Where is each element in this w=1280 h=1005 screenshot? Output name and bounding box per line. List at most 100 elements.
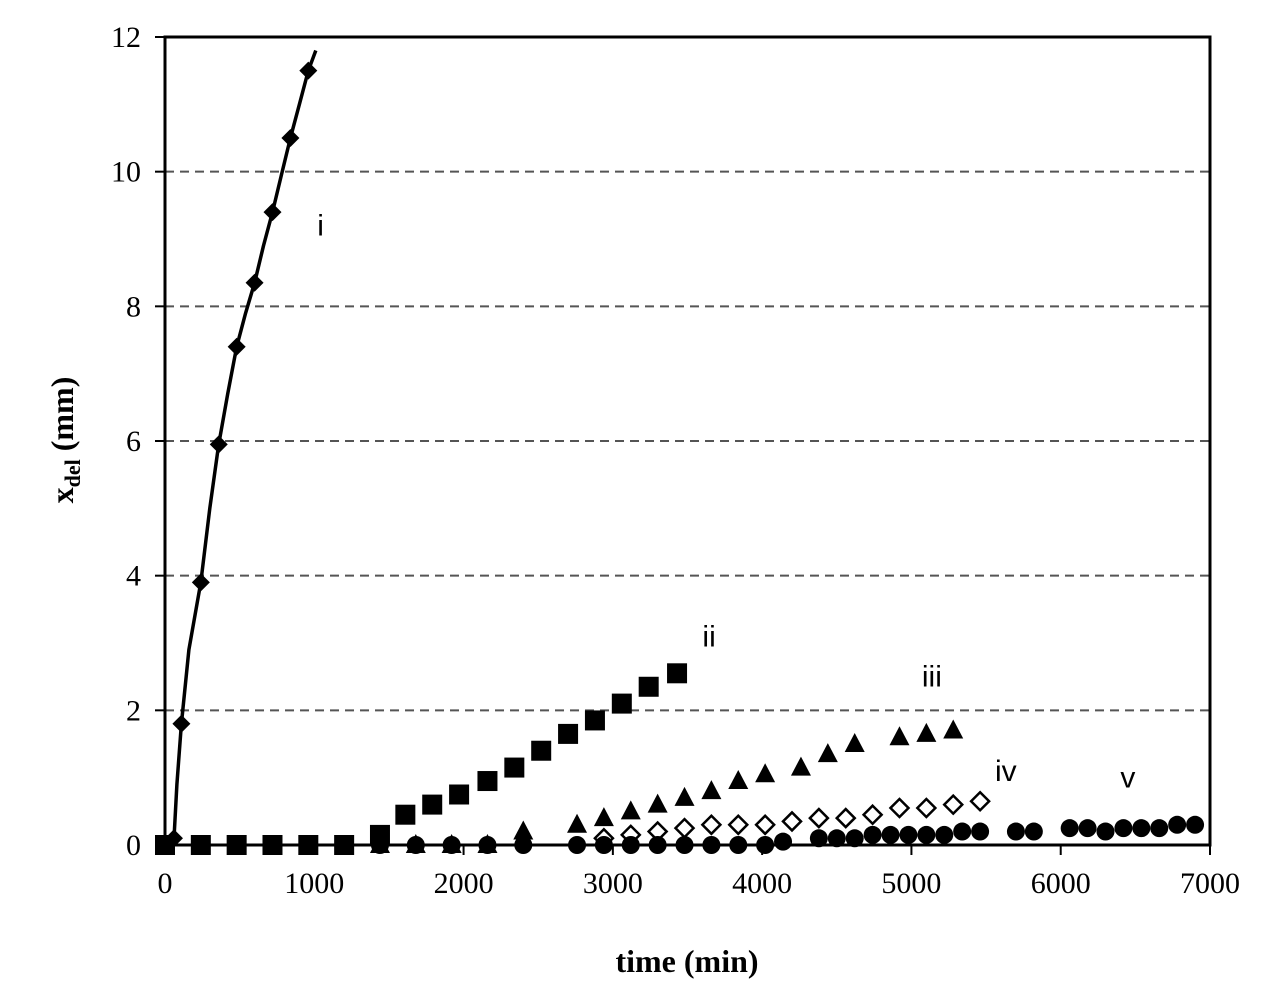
y-tick-label-6: 6 (126, 425, 141, 458)
series-iii-point-4 (513, 820, 534, 840)
series-iv-point-14 (969, 790, 991, 813)
series-ii-point-10 (477, 771, 498, 792)
series-iii-point-7 (620, 800, 641, 820)
series-i-point-2 (172, 714, 191, 733)
series-v-point-9 (478, 836, 497, 854)
series-v-point-39 (1186, 815, 1205, 834)
series-v-point-29 (971, 822, 990, 841)
series-v-point-19 (774, 832, 793, 851)
series-ii-point-17 (667, 663, 688, 684)
series-label-ii: ii (702, 620, 715, 653)
y-tick-label-12: 12 (111, 21, 141, 54)
x-axis-title: time (min) (615, 943, 758, 979)
series-iii-point-8 (647, 793, 668, 813)
series-ii-point-15 (611, 693, 632, 714)
series-iii-point-16 (889, 726, 910, 746)
series-iv (593, 790, 991, 850)
series-iii-point-5 (567, 813, 588, 833)
x-tick-label-1000: 1000 (284, 867, 344, 900)
x-tick-label-0: 0 (158, 867, 173, 900)
series-iv-point-13 (942, 793, 964, 816)
series-iii-point-12 (755, 763, 776, 783)
series-v-point-28 (953, 822, 972, 841)
series-v-point-5 (335, 836, 354, 854)
series-i-point-3 (191, 573, 210, 592)
series-iv-point-12 (915, 797, 938, 819)
series-i-point-8 (281, 129, 300, 147)
series-iv-point-5 (727, 814, 750, 836)
series-iii-point-14 (817, 743, 838, 763)
series-v-point-33 (1078, 819, 1097, 838)
series-ii-point-7 (395, 804, 416, 825)
series-v-point-6 (370, 836, 389, 854)
x-tick-label-3000: 3000 (583, 867, 643, 900)
y-tick-labels: 0 2 4 6 8 10 12 (111, 21, 141, 862)
series-v-point-17 (729, 836, 748, 854)
series-v-point-11 (568, 836, 587, 854)
x-tick-label-7000: 7000 (1180, 867, 1240, 900)
y-axis-title-subscript: del (60, 459, 85, 487)
y-tick-label-0: 0 (126, 829, 141, 862)
series-iii-point-13 (790, 756, 811, 776)
series-v-point-20 (809, 829, 828, 848)
series-iii-point-15 (844, 733, 865, 752)
y-tick-label-2: 2 (126, 694, 141, 727)
series-v-point-15 (675, 836, 694, 854)
series-v-point-24 (881, 825, 900, 844)
series-i-point-5 (227, 337, 246, 356)
series-iv-point-8 (808, 807, 830, 829)
x-tick-label-6000: 6000 (1031, 867, 1091, 900)
series-i-point-9 (299, 61, 318, 80)
y-axis-title-unit: (mm) (44, 377, 80, 452)
series-v-point-12 (594, 836, 613, 854)
series-v-point-1 (191, 836, 210, 854)
series-v-point-37 (1150, 819, 1169, 838)
series-iv-point-7 (781, 810, 803, 833)
y-axis-title: xdel (mm) (44, 377, 85, 504)
series-iv-point-4 (700, 814, 723, 836)
series-iii-point-18 (943, 719, 964, 739)
x-tick-label-2000: 2000 (434, 867, 494, 900)
series-v-point-0 (156, 836, 174, 854)
series-v-point-18 (756, 836, 775, 854)
series-v-point-22 (845, 829, 864, 848)
y-tick-label-10: 10 (111, 156, 141, 189)
series-v-point-30 (1006, 822, 1025, 841)
series-ii-point-8 (422, 794, 443, 815)
series-v-point-32 (1060, 819, 1079, 838)
series-i-point-6 (245, 273, 264, 292)
series-iii-point-17 (916, 722, 937, 742)
series-iv-point-6 (754, 814, 776, 836)
series-v-point-23 (863, 825, 882, 844)
y-tick-label-4: 4 (126, 560, 141, 593)
series-v-point-8 (442, 836, 461, 854)
series-label-iv: iv (995, 755, 1017, 788)
series-iv-point-11 (888, 797, 911, 819)
series-v-point-25 (899, 825, 918, 844)
series-v-point-26 (917, 825, 936, 844)
y-axis-title-main: x (44, 487, 80, 503)
series-iv-point-9 (834, 807, 857, 829)
series-iii-point-9 (674, 786, 695, 806)
series-v-point-27 (935, 825, 954, 844)
series-ii-point-13 (558, 723, 579, 744)
series-i-point-7 (263, 203, 282, 222)
series-v-point-16 (702, 836, 721, 854)
series-v-point-2 (227, 836, 246, 854)
series-label-iii: iii (922, 661, 942, 694)
y-tick-label-8: 8 (126, 290, 141, 323)
series-ii-point-9 (449, 784, 470, 805)
series-v-point-31 (1024, 822, 1043, 841)
series-iii-point-6 (593, 807, 614, 827)
series-v-point-7 (406, 836, 425, 854)
series-v-point-38 (1168, 815, 1187, 834)
series-label-v: v (1120, 762, 1135, 795)
series-v (156, 815, 1205, 854)
series-iii-point-10 (701, 780, 722, 800)
gridlines (165, 170, 1210, 712)
series-ii-point-14 (584, 710, 605, 731)
series-v-point-10 (514, 836, 533, 854)
series-v-point-14 (648, 836, 667, 854)
